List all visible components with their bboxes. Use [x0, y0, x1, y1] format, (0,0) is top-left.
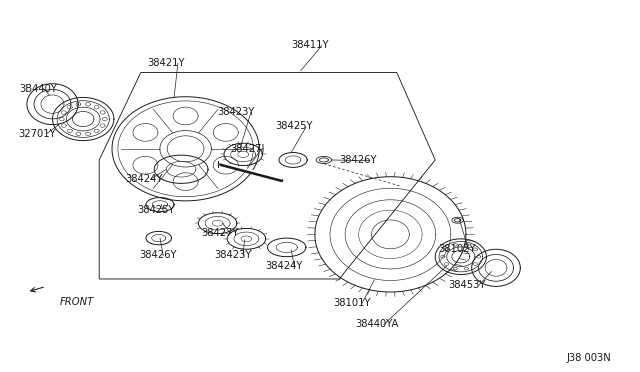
- Text: 38427Y: 38427Y: [202, 228, 239, 237]
- Text: 3B440Y: 3B440Y: [19, 84, 57, 94]
- Text: 38424Y: 38424Y: [266, 261, 303, 271]
- Text: 38427J: 38427J: [230, 144, 265, 154]
- Text: FRONT: FRONT: [60, 297, 94, 307]
- Text: 38102Y: 38102Y: [438, 244, 476, 254]
- Text: J38 003N: J38 003N: [566, 353, 611, 363]
- Text: 38426Y: 38426Y: [339, 155, 377, 165]
- Text: 38101Y: 38101Y: [333, 298, 371, 308]
- Text: 38425Y: 38425Y: [275, 122, 313, 131]
- Text: 38421Y: 38421Y: [147, 58, 185, 68]
- Text: 38411Y: 38411Y: [291, 40, 329, 49]
- Text: 38423Y: 38423Y: [218, 107, 255, 116]
- Text: 38424Y: 38424Y: [125, 174, 162, 183]
- Text: 32701Y: 32701Y: [18, 129, 56, 139]
- Text: 38426Y: 38426Y: [140, 250, 177, 260]
- Text: 38423Y: 38423Y: [214, 250, 252, 260]
- Text: 38440YA: 38440YA: [355, 319, 399, 328]
- Text: 38453Y: 38453Y: [448, 280, 485, 289]
- Text: 38425Y: 38425Y: [138, 205, 175, 215]
